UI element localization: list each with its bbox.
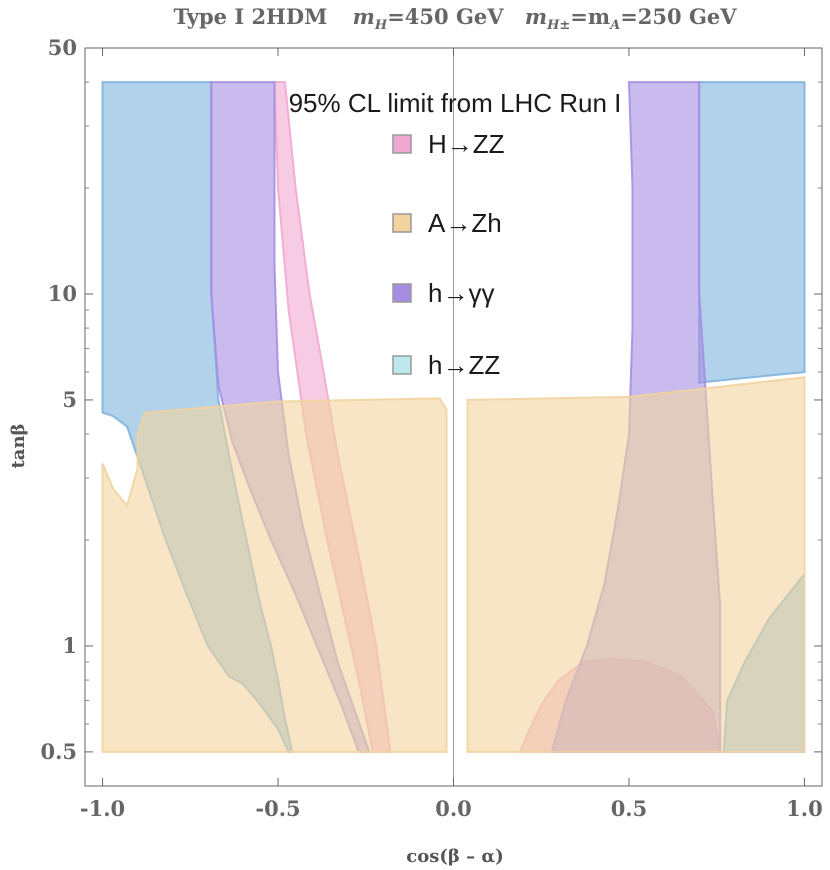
legend-swatch xyxy=(392,213,412,233)
legend-entry-label: h→ZZ xyxy=(428,350,500,380)
x-tick-label: -1.0 xyxy=(80,796,125,821)
legend-swatch xyxy=(392,355,412,375)
chart-title: Type I 2HDM mH=450 GeV mH±=mA=250 GeV xyxy=(173,4,737,33)
x-tick-label: 0.5 xyxy=(611,796,648,821)
legend-entry-label: A→Zh xyxy=(428,208,502,238)
legend-title: 95% CL limit from LHC Run I xyxy=(289,88,622,118)
x-tick-label: 1.0 xyxy=(786,796,823,821)
x-tick-label: 0.0 xyxy=(435,796,472,821)
axis-ticks: -1.0 -0.5 0.0 0.5 1.0 0.5 1 5 10 50 xyxy=(40,35,822,821)
legend-swatch xyxy=(392,134,412,154)
legend-entry-label: h→γγ xyxy=(428,278,494,308)
y-tick-label: 1 xyxy=(62,633,77,658)
x-axis-title: cos(β – α) xyxy=(406,846,503,867)
region-a-zh-0 xyxy=(101,397,448,753)
y-tick-label: 5 xyxy=(62,387,77,412)
region-a-zh-1 xyxy=(466,376,806,753)
y-tick-label: 50 xyxy=(48,35,77,60)
legend-entry-label: H→ZZ xyxy=(428,129,505,159)
y-tick-label: 0.5 xyxy=(40,739,77,764)
y-tick-label: 10 xyxy=(48,281,77,306)
x-tick-label: -0.5 xyxy=(255,796,300,821)
region-h-zz-1 xyxy=(698,81,806,384)
exclusion-regions xyxy=(101,81,806,753)
legend-swatch xyxy=(392,283,412,303)
y-axis-title: tanβ xyxy=(8,423,29,468)
legend: 95% CL limit from LHC Run I H→ZZ A→Zh h→γγ… xyxy=(289,88,622,380)
